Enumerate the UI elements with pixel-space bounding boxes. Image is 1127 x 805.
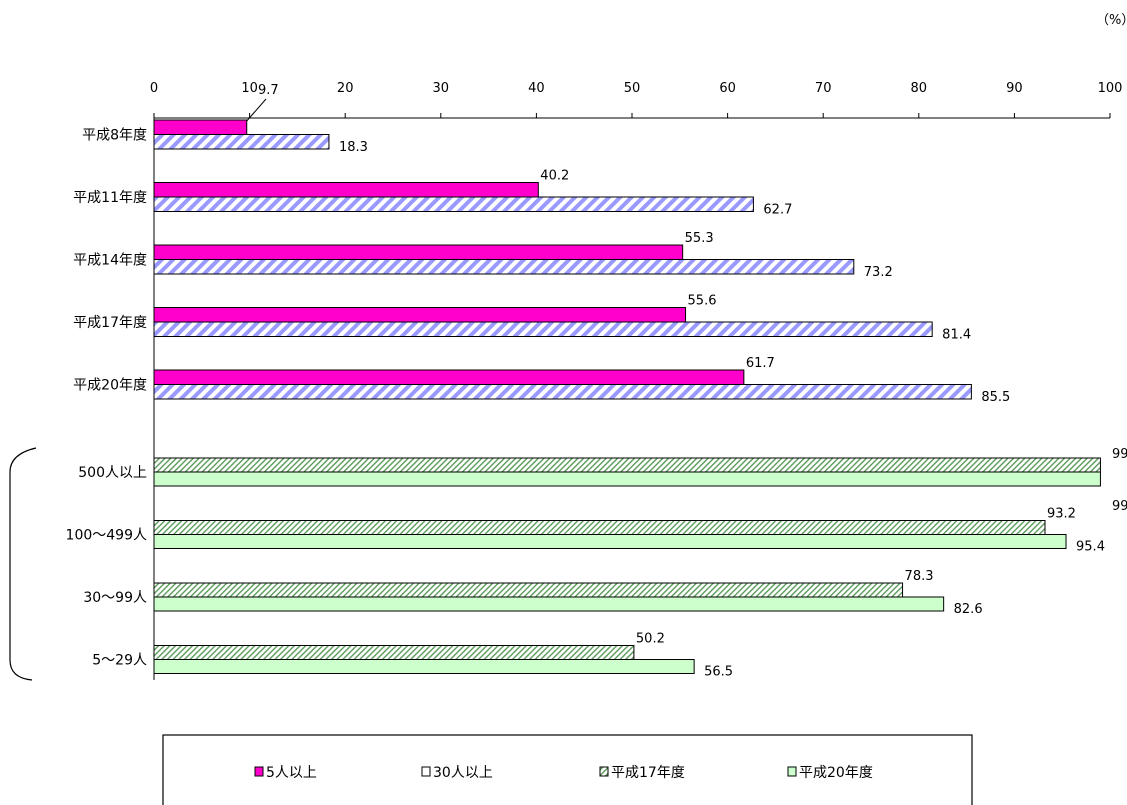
bar	[153, 134, 330, 150]
x-axis: 0 10 20 30 40 50 60 70 80 90 100	[150, 81, 1123, 680]
data-label: 18.3	[339, 140, 368, 155]
bar	[153, 596, 945, 612]
bars	[153, 119, 1101, 674]
bar	[153, 307, 687, 323]
data-label: 73.2	[864, 265, 893, 280]
data-label: 95.4	[1076, 540, 1105, 555]
bar	[153, 534, 1067, 549]
x-tick-label: 10	[241, 81, 258, 96]
data-label: 61.7	[746, 356, 775, 371]
legend-frame	[162, 734, 973, 805]
bar	[153, 259, 855, 275]
legend-swatch	[787, 766, 797, 777]
x-tick-label: 100	[1098, 81, 1123, 96]
data-label: 93.2	[1047, 507, 1076, 522]
legend-entry: 30人以上	[433, 765, 493, 781]
data-label: 99	[1112, 447, 1127, 462]
legend: 5人以上 30人以上 平成17年度 平成20年度	[162, 734, 973, 805]
data-label: 62.7	[763, 203, 792, 218]
bar	[153, 659, 695, 674]
bar	[153, 321, 933, 337]
legend-swatch	[254, 766, 264, 777]
data-label: 81.4	[942, 328, 971, 343]
bar	[153, 196, 754, 212]
bar	[153, 369, 745, 385]
legend-entry: 平成17年度	[611, 765, 685, 781]
bar	[153, 582, 904, 598]
data-label: 40.2	[540, 169, 569, 184]
data-label: 78.3	[905, 569, 934, 584]
x-tick-label: 20	[337, 81, 354, 96]
bar	[153, 384, 972, 400]
value-labels: 9.7 18.3 40.2 62.7 55.3 73.2 55.6 81.4 61.7 85.5 9…	[246, 83, 1127, 680]
category-label: 平成11年度	[73, 190, 147, 206]
data-label: 9.7	[258, 83, 279, 98]
x-tick-label: 50	[624, 81, 641, 96]
x-tick-label: 90	[1006, 81, 1023, 96]
category-label: 30～99人	[83, 590, 147, 606]
x-tick-label: 30	[433, 81, 450, 96]
legend-swatch	[599, 766, 609, 777]
bar	[153, 119, 248, 135]
data-label: 82.6	[954, 602, 983, 617]
category-label: 500人以上	[78, 465, 147, 481]
bar	[153, 244, 684, 260]
category-label: 5～29人	[92, 653, 147, 669]
x-tick-label: 0	[150, 81, 158, 96]
x-tick-label: 60	[719, 81, 736, 96]
x-tick-label: 80	[911, 81, 928, 96]
x-tick-label: 40	[528, 81, 545, 96]
x-tick-label: 70	[815, 81, 832, 96]
bar	[153, 182, 539, 198]
legend-entry: 平成20年度	[799, 765, 873, 781]
leader-line	[246, 98, 267, 122]
data-label: 99	[1112, 499, 1127, 514]
group-brace	[9, 447, 37, 681]
legend-entry: 5人以上	[266, 765, 317, 781]
legend-swatch	[421, 766, 431, 777]
category-label: 平成14年度	[73, 253, 147, 269]
data-label: 50.2	[636, 632, 665, 647]
data-label: 56.5	[704, 665, 733, 680]
category-label: 100～499人	[66, 528, 147, 544]
data-label: 55.6	[688, 294, 717, 309]
data-label: 55.3	[685, 231, 714, 246]
bar	[153, 457, 1101, 473]
category-label: 平成8年度	[82, 128, 147, 144]
bar	[153, 645, 635, 660]
unit-label: （%）	[1096, 13, 1127, 28]
category-label: 平成20年度	[73, 378, 147, 394]
bar	[153, 471, 1101, 487]
data-label: 85.5	[981, 390, 1010, 405]
category-label: 平成17年度	[73, 315, 147, 331]
bar	[153, 520, 1046, 535]
